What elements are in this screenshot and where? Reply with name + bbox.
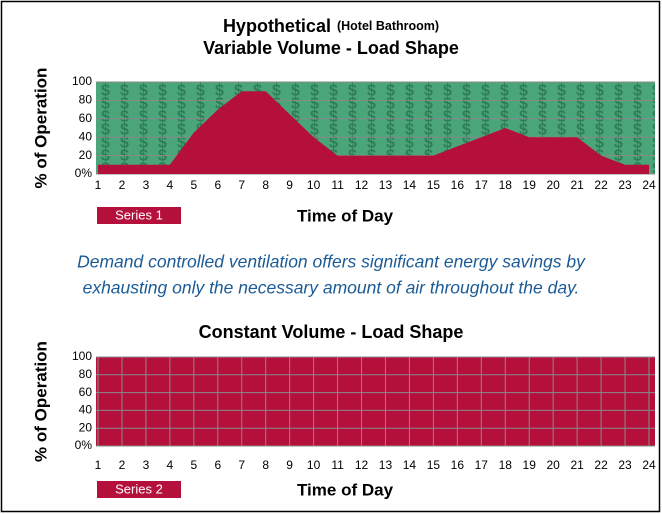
x-tick-label: 4 — [167, 458, 174, 472]
y-tick-label: 20 — [79, 420, 93, 434]
x-tick-label: 20 — [546, 458, 560, 472]
x-tick-label: 1 — [95, 178, 102, 192]
x-tick-label: 22 — [594, 178, 608, 192]
x-tick-label: 3 — [143, 178, 150, 192]
area — [96, 357, 655, 446]
x-tick-label: 3 — [143, 458, 150, 472]
x-tick-label: 1 — [95, 458, 102, 472]
x-tick-label: 24 — [642, 458, 656, 472]
x-tick-label: 19 — [523, 178, 537, 192]
x-tick-label: 9 — [286, 178, 293, 192]
x-tick-label: 7 — [238, 178, 245, 192]
y-tick-label: 80 — [79, 367, 93, 381]
chart-title-main: Hypothetical — [223, 16, 331, 36]
x-tick-label: 8 — [262, 458, 269, 472]
x-tick-label: 18 — [499, 178, 513, 192]
x-tick-label: 14 — [403, 458, 417, 472]
legend-label: Series 2 — [115, 481, 163, 496]
x-tick-label: 12 — [355, 178, 369, 192]
x-tick-label: 13 — [379, 458, 393, 472]
y-tick-label: 100 — [72, 349, 92, 363]
chart-title-note: (Hotel Bathroom) — [337, 19, 439, 33]
x-tick-label: 22 — [594, 458, 608, 472]
y-tick-label: 0% — [75, 166, 93, 180]
y-tick-label: 0% — [75, 438, 93, 452]
legend-swatch — [97, 481, 181, 498]
legend-label: Series 1 — [115, 207, 163, 222]
x-axis-label: Time of Day — [297, 480, 394, 499]
x-tick-label: 11 — [331, 458, 344, 472]
x-tick-label: 2 — [119, 458, 126, 472]
x-tick-label: 13 — [379, 178, 393, 192]
x-tick-label: 24 — [642, 178, 656, 192]
x-tick-label: 17 — [475, 178, 489, 192]
y-tick-label: 60 — [79, 111, 93, 125]
x-tick-label: 10 — [307, 178, 321, 192]
x-tick-label: 20 — [546, 178, 560, 192]
x-tick-label: 16 — [451, 458, 465, 472]
x-tick-label: 6 — [214, 458, 221, 472]
y-tick-label: 100 — [72, 74, 92, 88]
x-tick-label: 4 — [167, 178, 174, 192]
x-tick-label: 14 — [403, 178, 417, 192]
x-tick-label: 23 — [618, 178, 632, 192]
x-axis-label: Time of Day — [297, 206, 394, 225]
x-tick-label: 17 — [475, 458, 489, 472]
chart-title: Constant Volume - Load Shape — [199, 322, 464, 342]
area — [98, 91, 649, 174]
x-tick-label: 9 — [286, 458, 293, 472]
y-tick-label: 80 — [79, 93, 93, 107]
y-tick-label: 40 — [79, 129, 93, 143]
x-tick-label: 15 — [427, 458, 441, 472]
x-tick-label: 5 — [190, 458, 197, 472]
x-tick-label: 16 — [451, 178, 465, 192]
y-tick-label: 20 — [79, 148, 93, 162]
y-axis-label: % of Operation — [31, 68, 50, 189]
chart-title: Hypothetical (Hotel Bathroom) — [223, 16, 439, 36]
y-tick-label: 60 — [79, 385, 93, 399]
y-axis-label: % of Operation — [31, 341, 50, 462]
x-tick-label: 2 — [119, 178, 126, 192]
caption-line: Demand controlled ventilation offers sig… — [77, 252, 586, 272]
x-tick-label: 12 — [355, 458, 369, 472]
x-tick-label: 23 — [618, 458, 632, 472]
x-tick-label: 19 — [523, 458, 537, 472]
x-tick-label: 10 — [307, 458, 321, 472]
x-tick-label: 5 — [190, 178, 197, 192]
x-tick-label: 18 — [499, 458, 513, 472]
x-tick-label: 8 — [262, 178, 269, 192]
chart-subtitle: Variable Volume - Load Shape — [203, 38, 459, 58]
x-tick-label: 6 — [214, 178, 221, 192]
caption-line: exhausting only the necessary amount of … — [83, 278, 580, 298]
legend-swatch — [97, 207, 181, 224]
x-tick-label: 7 — [238, 458, 245, 472]
x-tick-label: 15 — [427, 178, 441, 192]
x-tick-label: 11 — [331, 178, 344, 192]
y-tick-label: 40 — [79, 403, 93, 417]
x-tick-label: 21 — [570, 178, 584, 192]
x-tick-label: 21 — [570, 458, 584, 472]
